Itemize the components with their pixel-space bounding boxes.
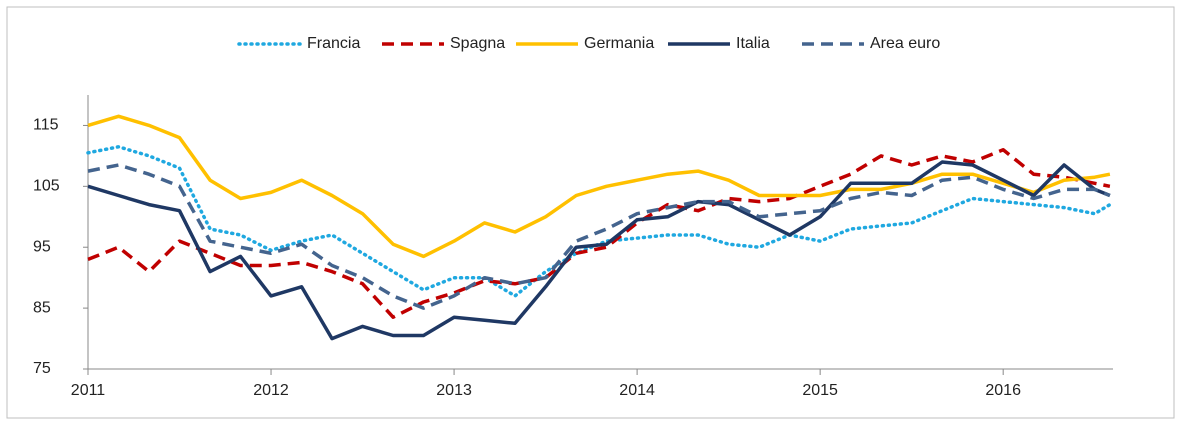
y-tick-label: 85 [33, 299, 51, 316]
x-tick-label: 2013 [436, 382, 472, 399]
series-line [87, 148, 1111, 319]
legend-label: Italia [736, 35, 770, 52]
legend-label: Germania [584, 35, 654, 52]
x-tick-label: 2012 [253, 382, 289, 399]
x-tick-label: 2016 [985, 382, 1021, 399]
y-tick-label: 105 [33, 178, 60, 195]
x-tick-label: 2015 [802, 382, 838, 399]
legend-label: Spagna [450, 35, 505, 52]
series-line [87, 163, 1111, 310]
series-line [87, 160, 1111, 341]
y-tick-label: 95 [33, 238, 51, 255]
x-tick-label: 2014 [619, 382, 655, 399]
legend-label: Area euro [870, 35, 940, 52]
legend-label: Francia [307, 35, 360, 52]
y-tick-label: 75 [33, 360, 51, 377]
series-line [86, 145, 1112, 298]
series-line [87, 114, 1111, 259]
y-tick-label: 115 [33, 117, 59, 134]
x-tick-label: 2011 [71, 382, 106, 399]
